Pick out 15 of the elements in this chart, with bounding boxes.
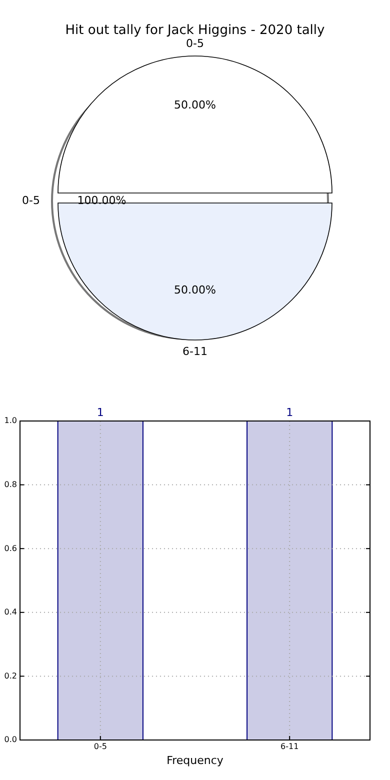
data-label: 1 (96, 406, 104, 419)
y-tick-label: 0.6 (4, 544, 17, 553)
data-label: 50.00% (174, 98, 216, 112)
y-tick-label: 0.8 (4, 480, 17, 489)
y-tick-label: 0.2 (4, 671, 17, 680)
y-tick-label: 0.4 (4, 608, 17, 617)
slice-label: 0-5 (186, 37, 204, 50)
data-label: 1 (286, 406, 294, 419)
y-tick-label: 1.0 (4, 416, 17, 426)
y-tick-label: 0.0 (4, 735, 17, 744)
slice-label: 6-11 (182, 345, 208, 358)
chart-title: Hit out tally for Jack Higgins - 2020 tally (65, 23, 326, 38)
x-axis-title: Frequency (166, 754, 224, 767)
slice-label: 0-5 (22, 194, 40, 208)
data-label: 50.00% (174, 284, 216, 297)
